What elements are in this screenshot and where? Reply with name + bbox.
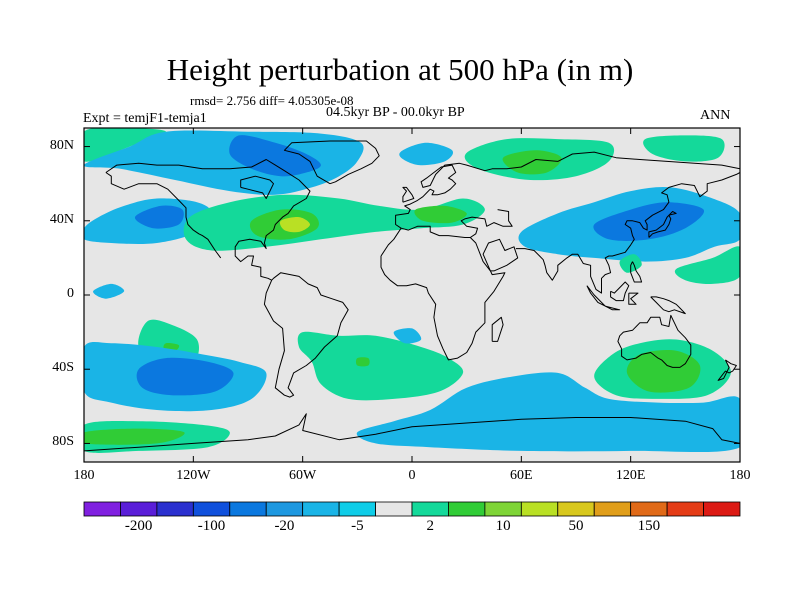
contour-region-light-blue [93, 283, 125, 299]
colorbar-swatch [156, 501, 194, 517]
experiment-label: Expt = temjF1-temja1 [83, 111, 207, 126]
lon-label: 180 [73, 468, 95, 483]
colorbar-swatch [484, 501, 522, 517]
contour-region-light-blue [356, 372, 740, 453]
colorbar-label: -100 [197, 518, 226, 534]
colorbar-swatch [703, 501, 741, 517]
contour-region-mid-blue [136, 357, 234, 396]
coastline [628, 292, 639, 305]
colorbar-swatch [630, 501, 668, 517]
colorbar-swatch [120, 501, 158, 517]
colorbar-label: -20 [274, 518, 295, 534]
coastline [395, 151, 740, 229]
contour-region-light-blue [393, 328, 422, 344]
coastline [630, 261, 643, 283]
colorbar-label: -200 [124, 518, 153, 534]
colorbar-swatch [375, 501, 413, 517]
lon-label: 60E [510, 468, 533, 483]
lat-label: 40N [49, 211, 74, 227]
coastline [604, 305, 621, 311]
colorbar-swatch [229, 501, 267, 517]
contour-region-green [502, 150, 562, 175]
coastline [650, 296, 686, 315]
colorbar-swatch [666, 501, 704, 517]
colorbar-swatch [265, 501, 304, 517]
colorbar-label: 10 [495, 518, 511, 534]
contour-region-light-green [674, 246, 740, 285]
colorbar-swatch [593, 501, 632, 517]
colorbar-swatch [192, 501, 231, 517]
contour-region-light-green [84, 128, 167, 162]
contour-region-green [414, 205, 467, 224]
coastline [648, 211, 677, 238]
coastline [84, 413, 740, 452]
colorbar-swatch [520, 501, 559, 517]
colorbar-swatch [448, 501, 486, 517]
colorbar-swatch [83, 501, 121, 517]
lon-label: 60W [289, 468, 317, 483]
coastline [105, 159, 349, 398]
colorbar-label: 50 [568, 518, 584, 534]
colorbar-swatch [557, 501, 595, 517]
contour-region-light-blue [399, 142, 454, 166]
lon-label: 120E [615, 468, 646, 483]
period-label: 04.5kyr BP - 00.0kyr BP [326, 105, 465, 120]
coastline [482, 238, 519, 272]
colorbar-label: -5 [351, 518, 364, 534]
contour-region-green [626, 349, 701, 393]
season-label: ANN [700, 108, 731, 123]
contour-region-light-blue [84, 130, 364, 195]
coastline [105, 172, 222, 259]
contour-region-mid-blue [229, 135, 321, 177]
lon-label: 120W [176, 468, 211, 483]
lat-label: 0 [67, 286, 74, 301]
lon-label: 180 [729, 468, 751, 483]
lat-label: 40S [52, 360, 74, 376]
coastline [491, 316, 504, 342]
contour-region-light-green [297, 331, 464, 401]
coastline [617, 314, 692, 368]
contour-region-green [84, 428, 185, 445]
lat-label: 80N [49, 137, 74, 153]
colorbar-label: 150 [637, 518, 661, 534]
colorbar-label: 2 [426, 518, 434, 534]
contour-region-light-green [619, 254, 642, 273]
colorbar-swatch [338, 501, 376, 517]
coastline [402, 186, 415, 203]
colorbar-swatch [302, 501, 340, 517]
chart-title: Height perturbation at 500 hPa (in m) [166, 52, 634, 87]
coastline [460, 209, 513, 238]
contour-region-mid-blue [593, 202, 705, 241]
coastline [283, 140, 380, 185]
lon-label: 0 [408, 468, 416, 483]
contour-region-light-green [183, 194, 485, 251]
contour-region-light-green [643, 135, 725, 162]
coastline [240, 175, 274, 199]
coastline [380, 225, 506, 361]
colorbar-swatch [411, 501, 449, 517]
coastline [610, 281, 630, 302]
contour-region-green [355, 357, 370, 367]
coastline [717, 359, 737, 381]
contour-region-yellow-green [279, 216, 310, 233]
lat-label: 80S [52, 434, 74, 450]
coastline [515, 172, 740, 294]
contour-region-mid-blue [134, 205, 184, 229]
rmsd-stats-label: rmsd= 2.756 diff= 4.05305e-08 [190, 93, 354, 108]
